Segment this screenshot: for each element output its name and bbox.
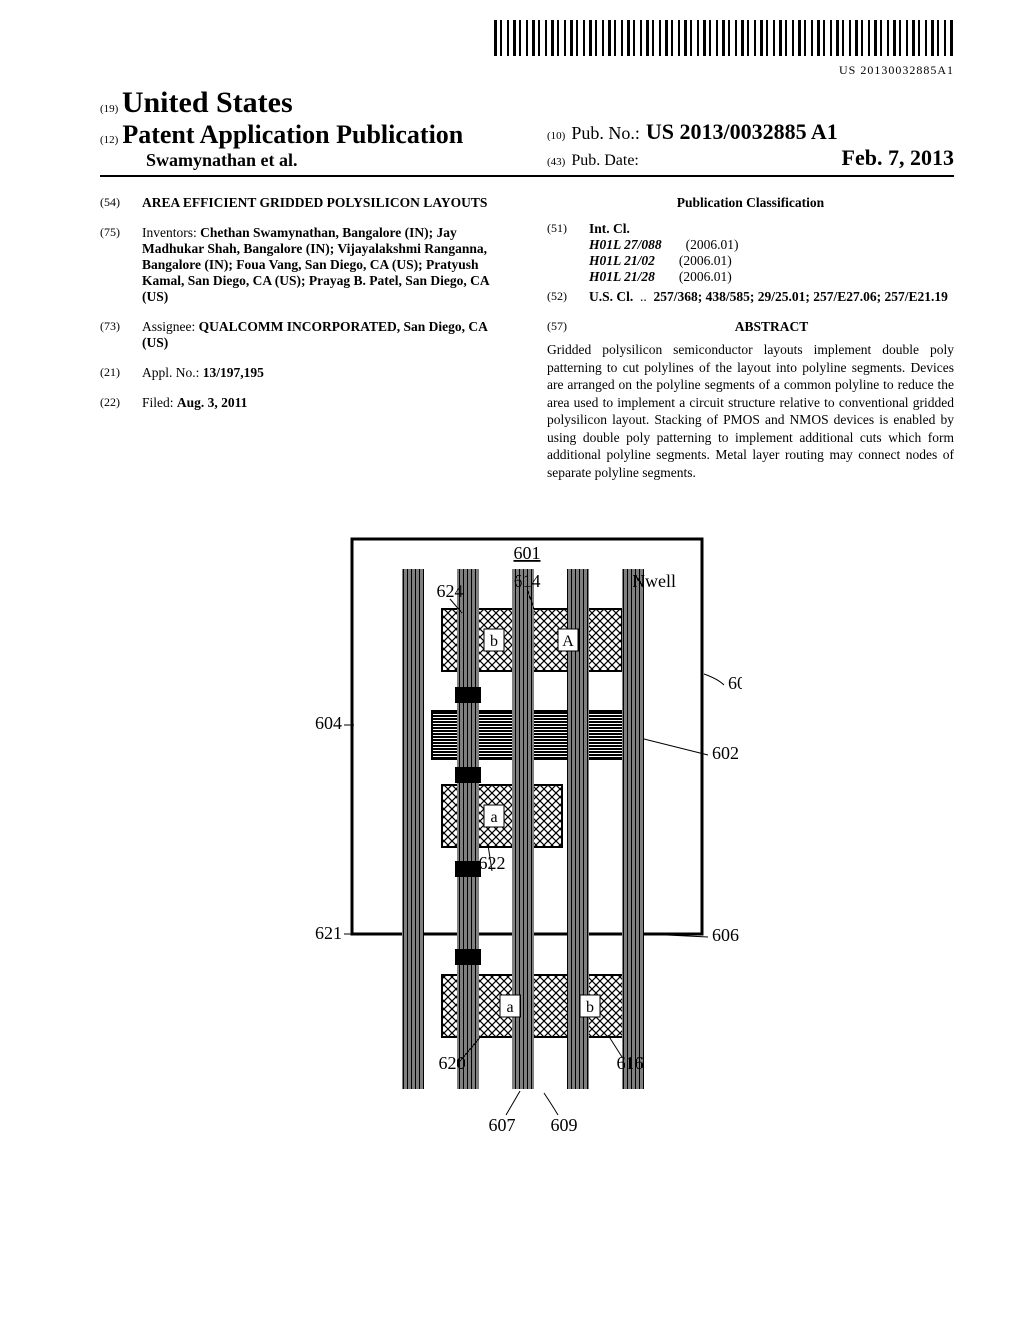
ipc-year-0: (2006.01) xyxy=(686,237,739,253)
code-73: (73) xyxy=(100,319,132,351)
us-cl-row: (52) U.S. Cl. .. 257/368; 438/585; 29/25… xyxy=(547,289,954,305)
prefix-43: (43) xyxy=(547,156,565,168)
assignee-row: (73) Assignee: QUALCOMM INCORPORATED, Sa… xyxy=(100,319,507,351)
pub-date-line: (43) Pub. Date: Feb. 7, 2013 xyxy=(547,145,954,171)
appl-label: Appl. No.: xyxy=(142,365,199,380)
barcode-number: US 20130032885A1 xyxy=(100,63,954,78)
header: (19) United States (12) Patent Applicati… xyxy=(100,86,954,177)
svg-text:b: b xyxy=(490,633,498,650)
svg-text:a: a xyxy=(490,809,497,826)
code-21: (21) xyxy=(100,365,132,381)
pub-date-label: Pub. Date: xyxy=(571,152,639,170)
pub-type: Patent Application Publication xyxy=(122,120,463,149)
patent-figure: bAaab601614624Nwell604604602622621606620… xyxy=(312,509,742,1149)
abstract-heading: ABSTRACT xyxy=(589,319,954,335)
ipc-code-0: H01L 27/088 xyxy=(589,237,662,253)
classification-heading: Publication Classification xyxy=(547,195,954,211)
line-19: (19) United States xyxy=(100,86,507,120)
us-cl-value: 257/368; 438/585; 29/25.01; 257/E27.06; … xyxy=(654,289,948,304)
prefix-19: (19) xyxy=(100,103,118,115)
svg-text:A: A xyxy=(562,633,574,650)
appl-number: 13/197,195 xyxy=(203,365,264,380)
barcode-block: US 20130032885A1 xyxy=(100,20,954,78)
line-12: (12) Patent Application Publication xyxy=(100,120,507,150)
ipc-row-2: H01L 21/28 (2006.01) xyxy=(589,269,954,285)
prefix-10: (10) xyxy=(547,130,565,142)
ipc-row-1: H01L 21/02 (2006.01) xyxy=(589,253,954,269)
barcode-graphic xyxy=(494,20,954,56)
code-75: (75) xyxy=(100,225,132,305)
left-column: (54) AREA EFFICIENT GRIDDED POLYSILICON … xyxy=(100,195,507,481)
ipc-year-1: (2006.01) xyxy=(679,253,732,269)
pub-date: Feb. 7, 2013 xyxy=(842,145,954,171)
inventors-row: (75) Inventors: Chethan Swamynathan, Ban… xyxy=(100,225,507,305)
svg-text:609: 609 xyxy=(551,1115,578,1135)
ipc-code-2: H01L 21/28 xyxy=(589,269,655,285)
ipc-code-1: H01L 21/02 xyxy=(589,253,655,269)
right-column: Publication Classification (51) Int. Cl.… xyxy=(547,195,954,481)
filed-label: Filed: xyxy=(142,395,174,410)
int-cl-row: (51) Int. Cl. H01L 27/088 (2006.01) H01L… xyxy=(547,221,954,285)
bibliographic-columns: (54) AREA EFFICIENT GRIDDED POLYSILICON … xyxy=(100,195,954,481)
svg-text:624: 624 xyxy=(437,581,464,601)
filed-body: Filed: Aug. 3, 2011 xyxy=(142,395,507,411)
filed-row: (22) Filed: Aug. 3, 2011 xyxy=(100,395,507,411)
assignee-label: Assignee: xyxy=(142,319,195,334)
code-57: (57) xyxy=(547,319,579,339)
ipc-row-0: H01L 27/088 (2006.01) xyxy=(589,237,954,253)
svg-text:616: 616 xyxy=(617,1053,644,1073)
invention-title: AREA EFFICIENT GRIDDED POLYSILICON LAYOU… xyxy=(142,195,507,211)
svg-text:606: 606 xyxy=(712,925,739,945)
figure-wrap: bAaab601614624Nwell604604602622621606620… xyxy=(100,509,954,1149)
authors-et-al: Swamynathan et al. xyxy=(100,150,507,171)
svg-text:Nwell: Nwell xyxy=(632,571,676,591)
svg-text:621: 621 xyxy=(315,923,342,943)
title-row: (54) AREA EFFICIENT GRIDDED POLYSILICON … xyxy=(100,195,507,211)
filed-date: Aug. 3, 2011 xyxy=(177,395,248,410)
code-52: (52) xyxy=(547,289,579,305)
header-left: (19) United States (12) Patent Applicati… xyxy=(100,86,507,171)
abstract-head-row: (57) ABSTRACT xyxy=(547,319,954,339)
svg-text:601: 601 xyxy=(514,543,541,563)
us-cl-body: U.S. Cl. .. 257/368; 438/585; 29/25.01; … xyxy=(589,289,954,305)
prefix-12: (12) xyxy=(100,134,118,146)
svg-text:602: 602 xyxy=(712,743,739,763)
svg-text:a: a xyxy=(506,999,513,1016)
pub-no-label: Pub. No.: xyxy=(571,123,640,144)
appl-body: Appl. No.: 13/197,195 xyxy=(142,365,507,381)
int-cl-body: Int. Cl. H01L 27/088 (2006.01) H01L 21/0… xyxy=(589,221,954,285)
appl-row: (21) Appl. No.: 13/197,195 xyxy=(100,365,507,381)
assignee-body: Assignee: QUALCOMM INCORPORATED, San Die… xyxy=(142,319,507,351)
svg-text:614: 614 xyxy=(514,571,541,591)
svg-text:b: b xyxy=(586,999,594,1016)
us-cl-label: U.S. Cl. xyxy=(589,289,633,304)
inventors-body: Inventors: Chethan Swamynathan, Bangalor… xyxy=(142,225,507,305)
svg-text:604: 604 xyxy=(728,673,742,693)
code-22: (22) xyxy=(100,395,132,411)
int-cl-label: Int. Cl. xyxy=(589,221,954,237)
country: United States xyxy=(122,86,293,119)
ipc-year-2: (2006.01) xyxy=(679,269,732,285)
svg-text:604: 604 xyxy=(315,713,342,733)
code-51: (51) xyxy=(547,221,579,285)
pub-no-line: (10) Pub. No.: US 2013/0032885 A1 xyxy=(547,119,954,145)
pub-no: US 2013/0032885 A1 xyxy=(646,119,838,145)
svg-text:620: 620 xyxy=(439,1053,466,1073)
svg-text:607: 607 xyxy=(489,1115,516,1135)
header-right: (10) Pub. No.: US 2013/0032885 A1 (43) P… xyxy=(547,119,954,171)
abstract-text: Gridded polysilicon semiconductor layout… xyxy=(547,341,954,481)
code-54: (54) xyxy=(100,195,132,211)
patent-page: US 20130032885A1 (19) United States (12)… xyxy=(0,0,1024,1189)
inventors-label: Inventors: xyxy=(142,225,197,240)
